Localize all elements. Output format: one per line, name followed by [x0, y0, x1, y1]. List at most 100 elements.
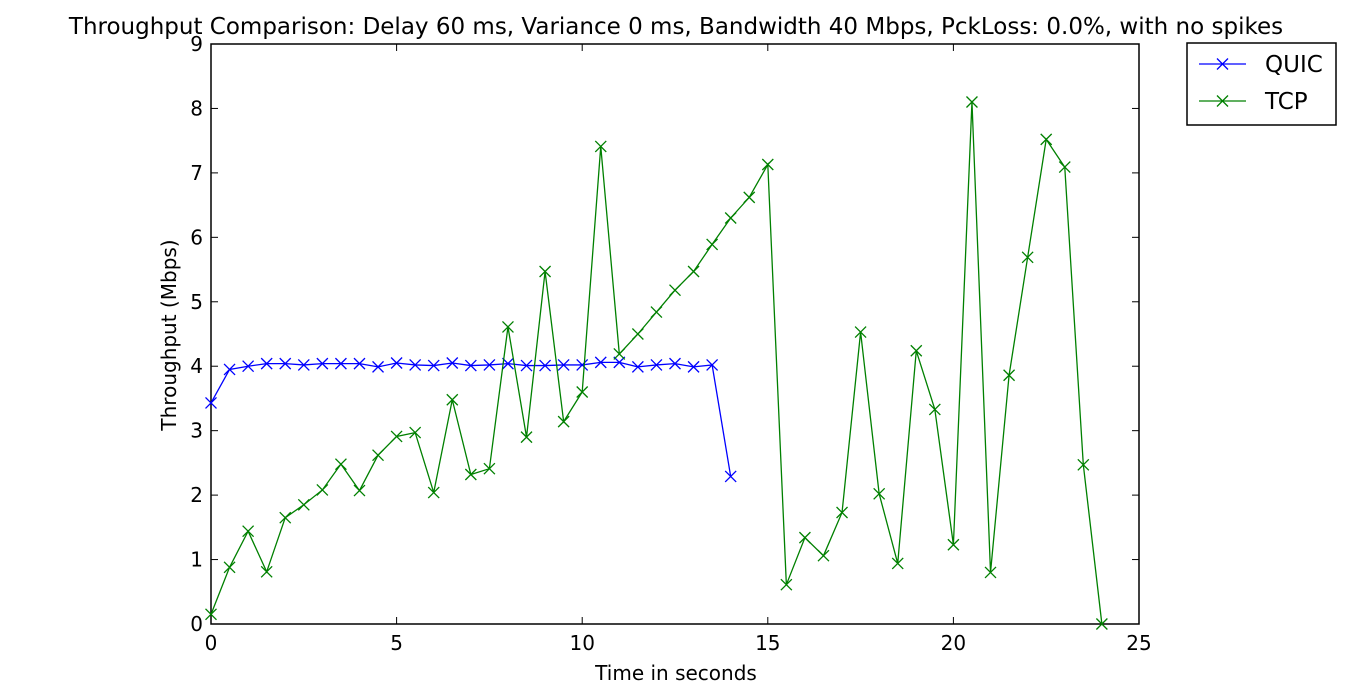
point-quic-18: [539, 359, 552, 372]
point-tcp-34: [836, 506, 848, 519]
point-quic-19: [557, 358, 570, 371]
point-tcp-14: [464, 468, 477, 481]
legend-label-tcp: TCP: [1264, 89, 1308, 115]
point-quic-1: [223, 363, 236, 376]
point-tcp-3: [260, 565, 273, 578]
point-tcp-45: [1040, 133, 1053, 146]
point-tcp-11: [409, 426, 422, 439]
point-tcp-23: [631, 328, 644, 340]
point-tcp-26: [687, 265, 700, 278]
point-quic-28: [724, 470, 737, 483]
point-tcp-5: [297, 498, 310, 511]
point-quic-17: [520, 359, 533, 372]
point-tcp-22: [613, 348, 626, 360]
y-tick-label-4: 4: [190, 354, 203, 378]
point-tcp-30: [761, 158, 774, 171]
x-tick-label-0: 0: [205, 631, 218, 655]
legend-marker-quic: [1216, 58, 1229, 70]
point-quic-26: [687, 360, 700, 373]
point-quic-0: [205, 396, 217, 409]
point-tcp-19: [557, 415, 570, 428]
x-tick-label-3: 15: [755, 631, 780, 655]
point-quic-2: [242, 360, 255, 373]
chart-title: Throughput Comparison: Delay 60 ms, Vari…: [68, 14, 1283, 40]
point-tcp-32: [798, 531, 811, 544]
y-tick-label-0: 0: [190, 612, 203, 636]
y-tick-label-2: 2: [190, 483, 203, 507]
point-tcp-21: [594, 140, 607, 153]
point-quic-15: [483, 358, 496, 371]
point-tcp-13: [446, 393, 459, 406]
x-tick-label-2: 10: [569, 631, 594, 655]
point-quic-6: [316, 357, 329, 370]
y-axis-title: Throughput (Mbps): [157, 239, 181, 431]
point-tcp-44: [1021, 251, 1034, 264]
point-quic-27: [706, 358, 719, 371]
point-tcp-47: [1077, 458, 1090, 471]
legend-box: [1186, 42, 1337, 126]
point-quic-16: [502, 357, 514, 370]
series-quic: [205, 356, 737, 483]
point-tcp-9: [372, 449, 384, 462]
point-tcp-36: [873, 487, 886, 500]
point-tcp-1: [223, 561, 236, 574]
point-quic-7: [334, 357, 347, 370]
x-tick-label-1: 5: [390, 631, 403, 655]
y-tick-label-9: 9: [190, 32, 203, 56]
point-tcp-8: [353, 484, 366, 497]
point-tcp-7: [334, 458, 347, 471]
y-tick-label-8: 8: [190, 96, 203, 120]
point-tcp-42: [984, 566, 997, 579]
point-tcp-6: [316, 483, 329, 496]
series-tcp: [205, 96, 1108, 630]
point-quic-8: [353, 357, 366, 370]
plot-area: 0 5 10 15 20 25 0 1 2 3 4 5 6 7 8 9: [190, 32, 1151, 655]
point-tcp-18: [539, 265, 552, 278]
point-tcp-4: [279, 511, 292, 524]
point-tcp-24: [650, 306, 663, 319]
point-quic-21: [594, 356, 607, 369]
point-tcp-39: [928, 403, 941, 416]
point-tcp-37: [891, 557, 904, 570]
point-quic-24: [650, 358, 663, 371]
point-tcp-43: [1003, 369, 1016, 382]
legend-label-quic: QUIC: [1265, 52, 1323, 78]
point-tcp-15: [483, 462, 496, 475]
point-quic-20: [576, 358, 589, 371]
point-tcp-33: [817, 549, 830, 562]
point-tcp-35: [854, 326, 867, 339]
point-quic-5: [297, 358, 310, 371]
point-quic-12: [427, 359, 440, 372]
point-quic-25: [669, 357, 681, 370]
point-quic-13: [446, 357, 459, 369]
y-tick-label-5: 5: [190, 290, 203, 314]
point-tcp-28: [724, 212, 737, 224]
x-tick-label-5: 25: [1126, 631, 1151, 655]
legend: QUIC TCP: [1186, 42, 1337, 126]
point-tcp-40: [947, 538, 960, 551]
point-quic-9: [372, 360, 384, 373]
point-quic-23: [631, 360, 644, 373]
point-tcp-41: [966, 96, 978, 108]
series-line-quic: [210, 361, 732, 477]
y-tick-label-6: 6: [190, 225, 203, 249]
x-tick-label-4: 20: [941, 631, 966, 655]
point-tcp-0: [205, 608, 217, 621]
point-tcp-38: [910, 344, 923, 357]
legend-marker-tcp: [1216, 95, 1229, 107]
point-quic-3: [260, 357, 273, 370]
point-quic-22: [613, 356, 626, 369]
point-tcp-48: [1095, 618, 1108, 630]
point-tcp-2: [242, 525, 255, 538]
y-tick-label-7: 7: [190, 161, 203, 185]
point-quic-11: [409, 358, 422, 371]
point-tcp-46: [1058, 161, 1071, 174]
point-tcp-12: [427, 486, 440, 499]
y-tick-label-1: 1: [190, 548, 203, 572]
point-quic-10: [390, 357, 403, 369]
point-tcp-10: [390, 430, 403, 443]
plot-frame: [210, 43, 1140, 625]
point-tcp-16: [502, 320, 514, 333]
point-tcp-25: [669, 284, 681, 297]
